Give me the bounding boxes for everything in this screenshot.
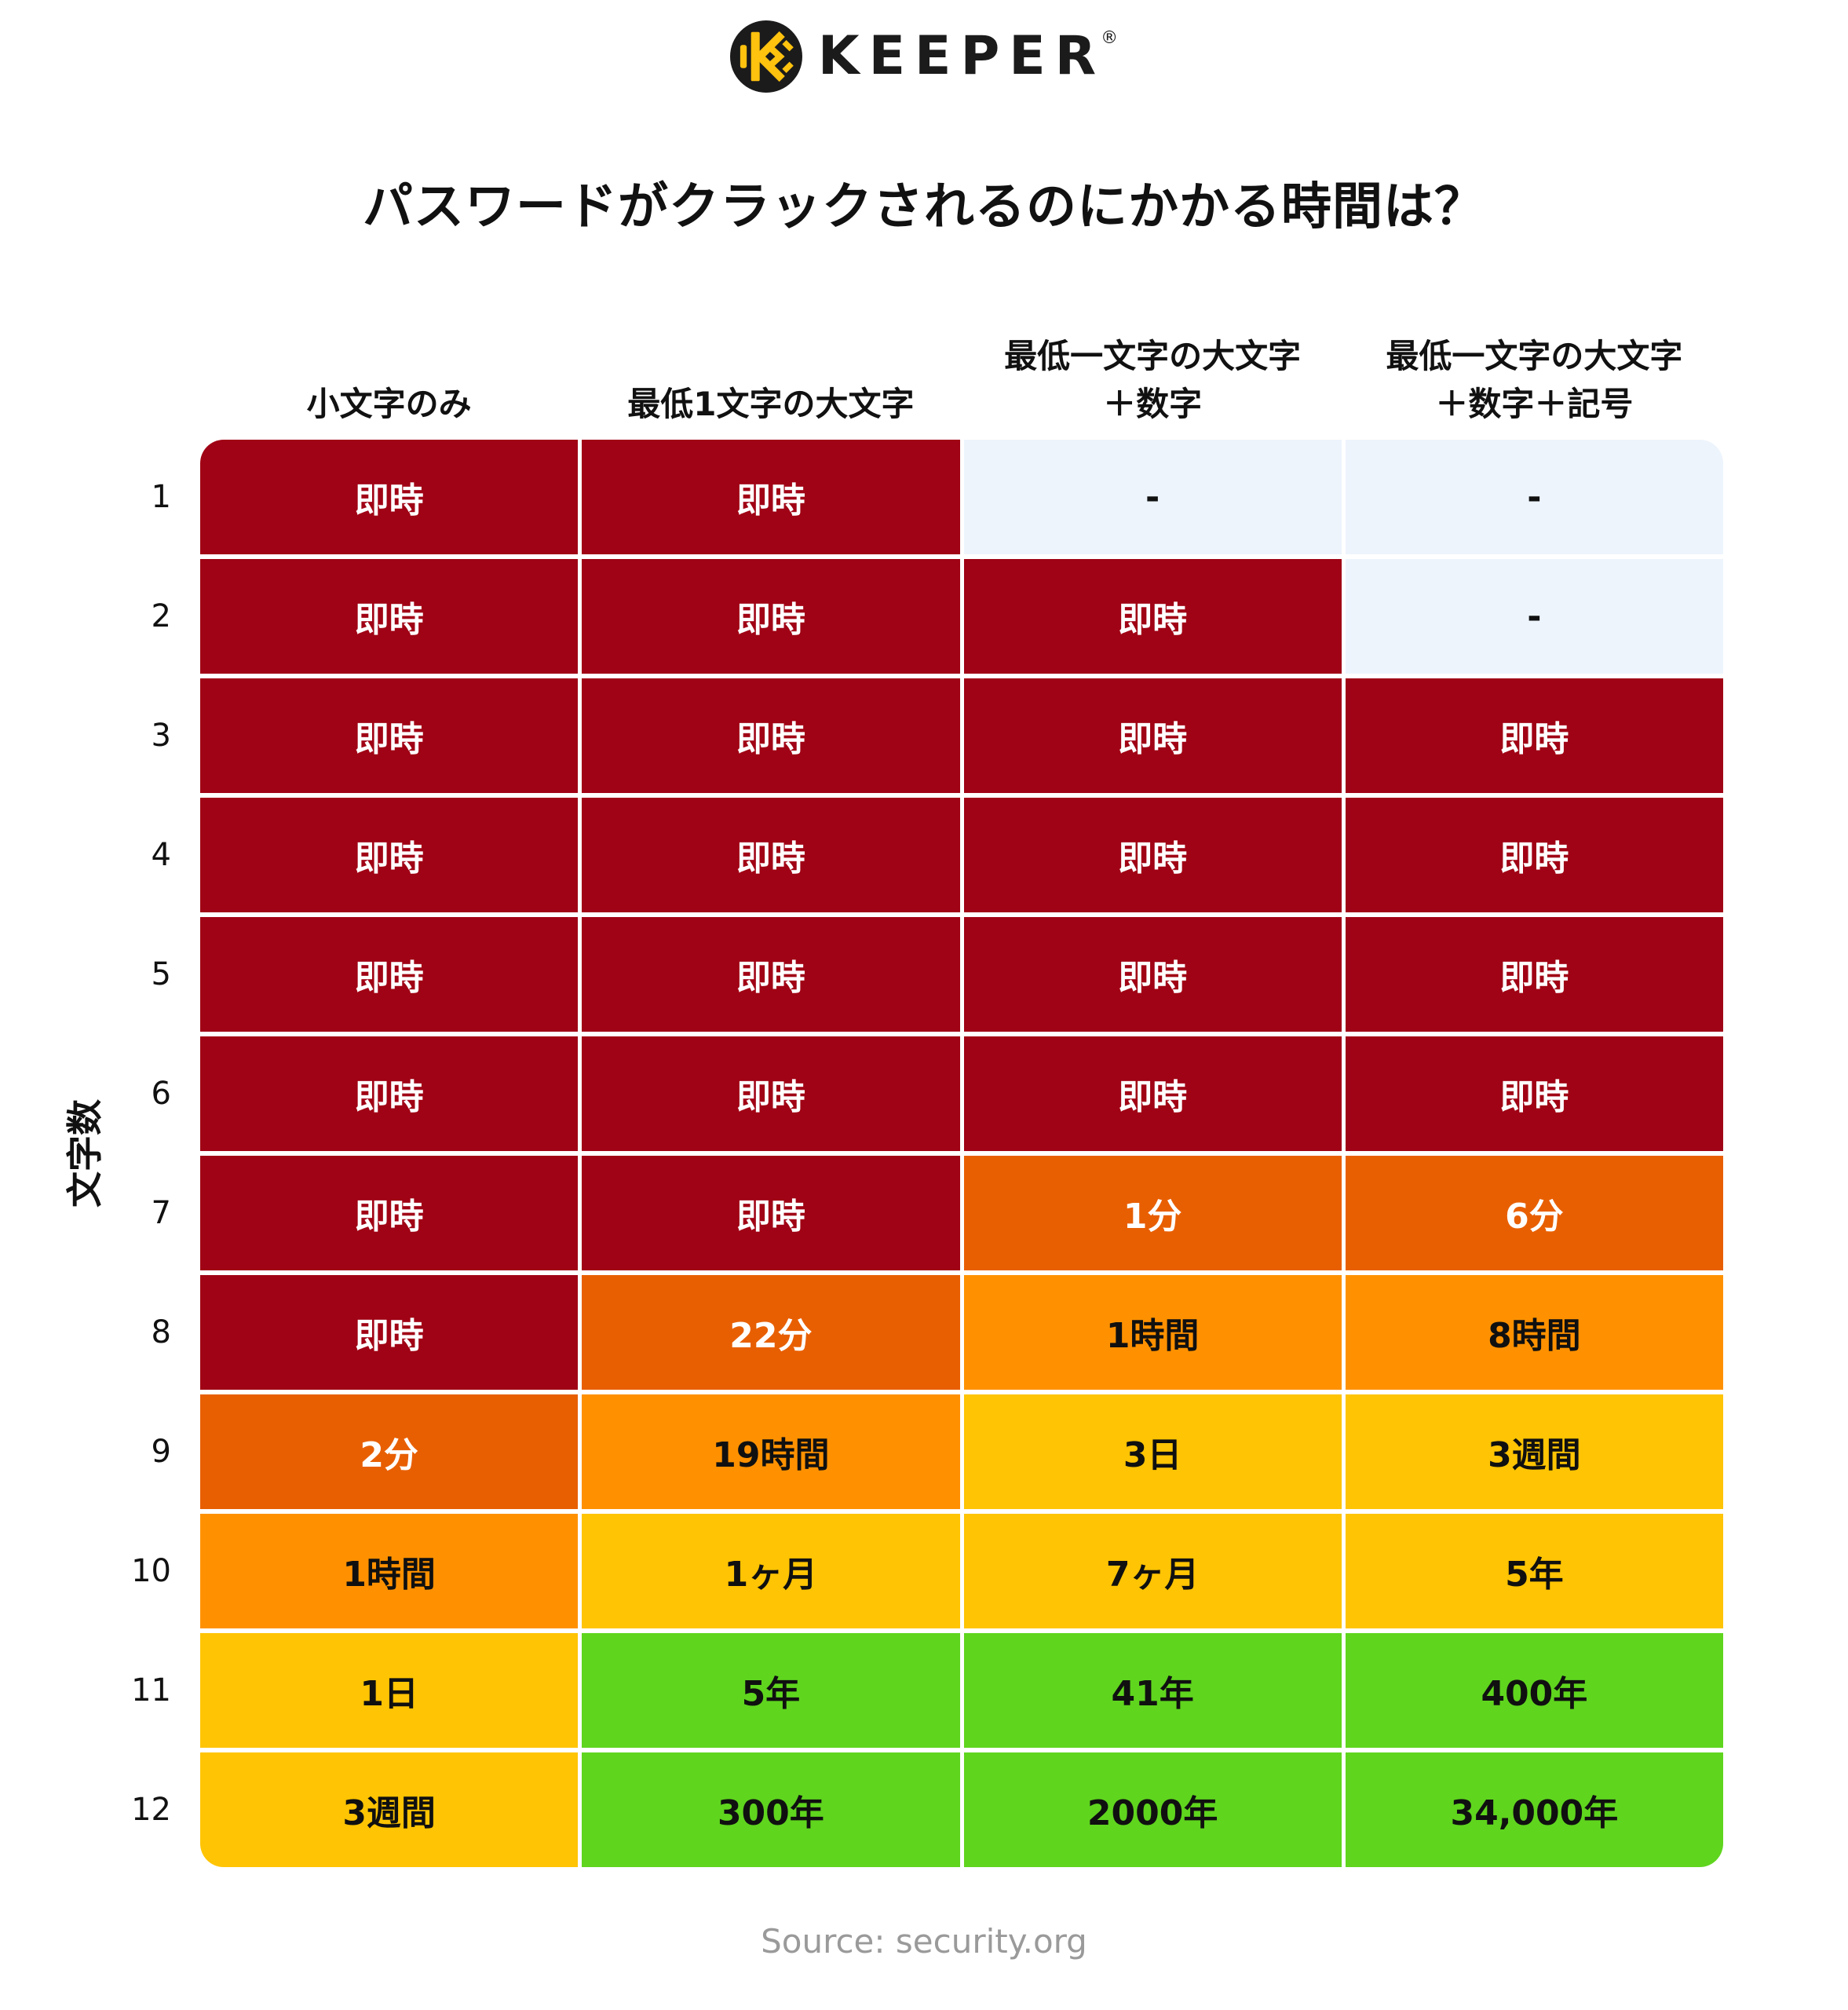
row-label: 3 <box>151 718 171 754</box>
table-cell: 即時 <box>200 917 579 1032</box>
table-cell: 1日 <box>200 1633 579 1748</box>
table-cell: - <box>963 440 1342 554</box>
row-label: 6 <box>151 1076 171 1112</box>
table-cell: 即時 <box>1345 798 1723 912</box>
column-header: 最低一文字の大文字 ＋数字＋記号 <box>1386 337 1683 424</box>
table-cell: 3週間 <box>200 1752 579 1867</box>
row-label: 10 <box>131 1553 171 1589</box>
table-cell: 即時 <box>582 440 960 554</box>
column-header: 最低1文字の大文字 <box>627 385 915 424</box>
row-label: 7 <box>151 1195 171 1231</box>
table-cell: 即時 <box>963 798 1342 912</box>
table-cell: 即時 <box>963 1036 1342 1151</box>
column-header: 最低一文字の大文字 ＋数字 <box>1004 337 1302 424</box>
page-title: パスワードがクラックされるのにかかる時間は？ <box>363 178 1485 236</box>
row-label: 2 <box>151 598 171 634</box>
table-cell: 即時 <box>963 559 1342 674</box>
table-cell: 1ヶ月 <box>582 1514 960 1628</box>
table-cell: 即時 <box>200 559 579 674</box>
table-cell: 22分 <box>582 1275 960 1390</box>
table-cell: 7ヶ月 <box>963 1514 1342 1628</box>
table-cell: 2000年 <box>963 1752 1342 1867</box>
row-label: 1 <box>151 479 171 515</box>
table-cell: 1分 <box>963 1156 1342 1270</box>
table-cell: 1時間 <box>200 1514 579 1628</box>
table-cell: 即時 <box>1345 1036 1723 1151</box>
table-cell: 即時 <box>1345 678 1723 793</box>
table-cell: 34,000年 <box>1345 1752 1723 1867</box>
column-headers: 小文字のみ 最低1文字の大文字 最低一文字の大文字 ＋数字 最低一文字の大文字 ＋数字… <box>200 314 1723 432</box>
keeper-logo: KEEPER ® <box>0 20 1848 93</box>
row-labels: 1 2 3 4 5 6 7 8 9 10 11 12 <box>102 440 171 1867</box>
table-cell: 即時 <box>582 1156 960 1270</box>
table-cell: 即時 <box>582 798 960 912</box>
row-label: 5 <box>151 956 171 992</box>
table-cell: 即時 <box>200 798 579 912</box>
table-cell: - <box>1345 559 1723 674</box>
keeper-k-circle-icon <box>729 20 802 93</box>
y-axis-label: 文字数 <box>64 1099 106 1208</box>
brand-name: KEEPER <box>817 25 1106 87</box>
row-label: 8 <box>151 1314 171 1350</box>
table-cell: 300年 <box>582 1752 960 1867</box>
table-cell: 即時 <box>200 1156 579 1270</box>
table-cell: 3日 <box>963 1394 1342 1509</box>
table-cell: 5年 <box>1345 1514 1723 1628</box>
column-header: 小文字のみ <box>306 385 472 424</box>
table-cell: 400年 <box>1345 1633 1723 1748</box>
table-cell: 即時 <box>200 678 579 793</box>
table-cell: 即時 <box>200 440 579 554</box>
table-cell: 即時 <box>963 678 1342 793</box>
row-label: 11 <box>131 1672 171 1708</box>
table-cell: 2分 <box>200 1394 579 1509</box>
registered-mark: ® <box>1101 28 1119 48</box>
table-cell: 即時 <box>963 917 1342 1032</box>
table-cell: 3週間 <box>1345 1394 1723 1509</box>
table-cell: 即時 <box>582 678 960 793</box>
table-cell: 41年 <box>963 1633 1342 1748</box>
table-cell: 19時間 <box>582 1394 960 1509</box>
table-cell: - <box>1345 440 1723 554</box>
source-text: Source: security.org <box>761 1922 1087 1961</box>
table-body: 即時 即時 - - 即時 即時 即時 - 即時 即時 即時 即時 即時 即時 即時 即時 即時 即時 即時 即時 即時即… <box>200 440 1723 1867</box>
table-cell: 5年 <box>582 1633 960 1748</box>
table-cell: 即時 <box>582 559 960 674</box>
row-label: 12 <box>131 1792 171 1828</box>
table-cell: 即時 <box>1345 917 1723 1032</box>
table-cell: 即時 <box>582 1036 960 1151</box>
table-cell: 1時間 <box>963 1275 1342 1390</box>
table-cell: 6分 <box>1345 1156 1723 1270</box>
table-cell: 即時 <box>200 1036 579 1151</box>
row-label: 4 <box>151 837 171 873</box>
row-label: 9 <box>151 1434 171 1470</box>
table-cell: 8時間 <box>1345 1275 1723 1390</box>
password-crack-time-table: 文字数 小文字のみ 最低1文字の大文字 最低一文字の大文字 ＋数字 最低一文字の大文字… <box>0 314 1848 1884</box>
table-cell: 即時 <box>582 917 960 1032</box>
table-cell: 即時 <box>200 1275 579 1390</box>
